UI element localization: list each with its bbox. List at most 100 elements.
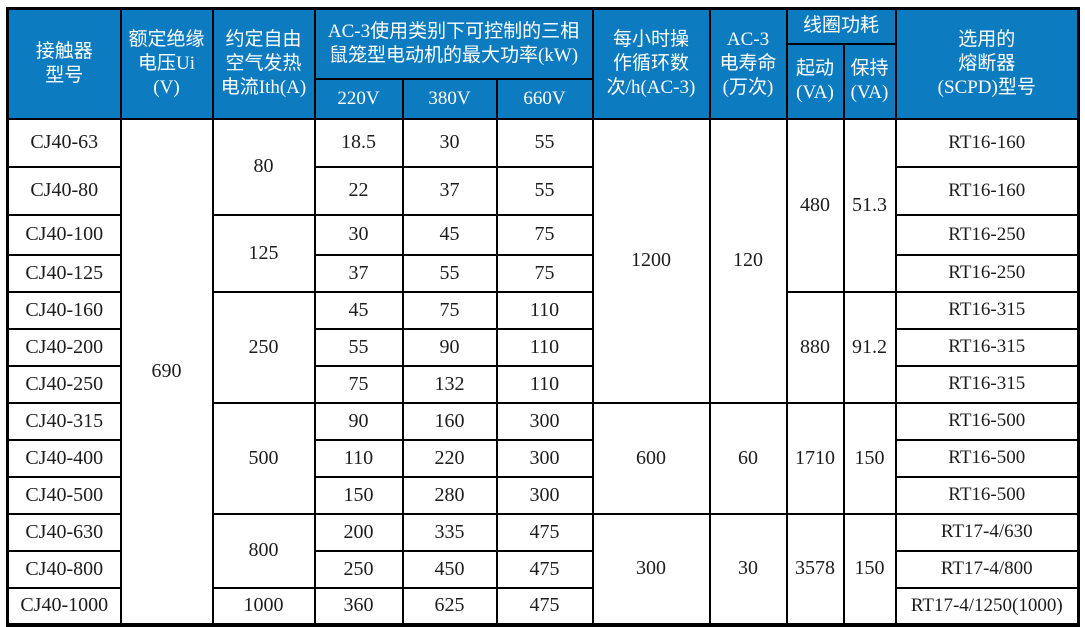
model-cell: CJ40-400: [6, 438, 122, 478]
power-380-cell: 90: [401, 327, 498, 367]
fuse-cell: RT16-500: [894, 401, 1080, 441]
power-380-cell: 75: [401, 290, 498, 330]
header-380v: 380V: [401, 77, 498, 120]
fuse-cell: RT16-315: [894, 327, 1080, 367]
header-voltage: 额定绝缘 电压Ui (V): [119, 7, 214, 120]
header-coil-group: 线圈功耗: [785, 7, 897, 45]
fuse-cell: RT16-160: [894, 165, 1080, 216]
power-220-cell: 22: [313, 165, 404, 216]
coil-start-cell: 1710: [785, 401, 845, 515]
power-220-cell: 37: [313, 253, 404, 293]
power-220-cell: 200: [313, 512, 404, 552]
header-life: AC-3 电寿命 (万次): [708, 7, 788, 120]
life-cell: 30: [708, 512, 788, 626]
fuse-cell: RT16-250: [894, 253, 1080, 293]
power-220-cell: 55: [313, 327, 404, 367]
power-380-cell: 55: [401, 253, 498, 293]
power-380-cell: 280: [401, 475, 498, 515]
header-row-1: 接触器 型号 额定绝缘 电压Ui (V) 约定自由 空气发热 电流Ith(A) …: [6, 7, 1080, 120]
power-220-cell: 150: [313, 475, 404, 515]
table-row: CJ40-200 55 90 110 RT16-315: [6, 327, 1080, 367]
power-380-cell: 220: [401, 438, 498, 478]
table-row: CJ40-160 250 45 75 110 880 91.2 RT16-315: [6, 290, 1080, 404]
power-660-cell: 110: [495, 327, 594, 367]
header-coil-hold: 保持 (VA): [842, 42, 897, 120]
fuse-cell: RT16-500: [894, 438, 1080, 478]
power-660-cell: 75: [495, 253, 594, 293]
fuse-cell: RT16-160: [894, 117, 1080, 168]
model-cell: CJ40-80: [6, 165, 122, 216]
coil-hold-cell: 150: [842, 401, 897, 515]
fuse-cell: RT17-4/1250(1000): [894, 586, 1080, 626]
coil-start-cell: 480: [785, 117, 845, 293]
power-220-cell: 30: [313, 213, 404, 256]
life-cell: 60: [708, 401, 788, 515]
table-row: CJ40-800 250 450 475 RT17-4/800: [6, 549, 1080, 589]
model-cell: CJ40-315: [6, 401, 122, 441]
header-fuse: 选用的 熔断器 (SCPD)型号: [894, 7, 1080, 120]
header-coil-start: 起动 (VA): [785, 42, 845, 120]
model-cell: CJ40-500: [6, 475, 122, 515]
power-660-cell: 55: [495, 117, 594, 168]
table-row: CJ40-80 22 37 55 RT16-160: [6, 165, 1080, 216]
power-660-cell: 475: [495, 586, 594, 626]
ith-cell: 1000: [211, 586, 316, 626]
table-row: CJ40-400 110 220 300 RT16-500: [6, 438, 1080, 478]
fuse-cell: RT16-250: [894, 213, 1080, 256]
power-660-cell: 110: [495, 290, 594, 330]
power-220-cell: 45: [313, 290, 404, 330]
fuse-cell: RT17-4/800: [894, 549, 1080, 589]
coil-start-cell: 880: [785, 290, 845, 404]
contactor-spec-table: 接触器 型号 额定绝缘 电压Ui (V) 约定自由 空气发热 电流Ith(A) …: [6, 7, 1081, 627]
power-660-cell: 110: [495, 364, 594, 404]
ith-cell: 500: [211, 401, 316, 515]
table-row: CJ40-250 75 132 110 RT16-315: [6, 364, 1080, 404]
life-cell: 120: [708, 117, 788, 404]
power-220-cell: 75: [313, 364, 404, 404]
ith-cell: 800: [211, 512, 316, 589]
power-660-cell: 475: [495, 549, 594, 589]
power-380-cell: 160: [401, 401, 498, 441]
ith-cell: 125: [211, 213, 316, 293]
power-660-cell: 75: [495, 213, 594, 256]
model-cell: CJ40-800: [6, 549, 122, 589]
power-660-cell: 300: [495, 475, 594, 515]
header-220v: 220V: [313, 77, 404, 120]
model-cell: CJ40-63: [6, 117, 122, 168]
model-cell: CJ40-1000: [6, 586, 122, 626]
power-660-cell: 475: [495, 512, 594, 552]
power-220-cell: 360: [313, 586, 404, 626]
ith-cell: 80: [211, 117, 316, 216]
power-380-cell: 30: [401, 117, 498, 168]
power-660-cell: 55: [495, 165, 594, 216]
power-220-cell: 250: [313, 549, 404, 589]
table-body: CJ40-63 690 80 18.5 30 55 1200 120 480 51.3 RT16-1…: [6, 117, 1080, 626]
table-row: CJ40-315 500 90 160 300 600 60 1710 150 RT16-500: [6, 401, 1080, 515]
fuse-cell: RT17-4/630: [894, 512, 1080, 552]
model-cell: CJ40-200: [6, 327, 122, 367]
power-380-cell: 335: [401, 512, 498, 552]
header-ith: 约定自由 空气发热 电流Ith(A): [211, 7, 316, 120]
table-row: CJ40-1000 1000 360 625 475 RT17-4/1250(1000): [6, 586, 1080, 626]
ops-cell: 300: [591, 512, 711, 626]
table-row: CJ40-630 800 200 335 475 300 30 3578 150 RT17-4/6…: [6, 512, 1080, 626]
header-power-group: AC-3使用类别下可控制的三相 鼠笼型电动机的最大功率(kW): [313, 7, 594, 80]
table-row: CJ40-125 37 55 75 RT16-250: [6, 253, 1080, 293]
model-cell: CJ40-125: [6, 253, 122, 293]
model-cell: CJ40-250: [6, 364, 122, 404]
model-cell: CJ40-630: [6, 512, 122, 552]
table-header: 接触器 型号 额定绝缘 电压Ui (V) 约定自由 空气发热 电流Ith(A) …: [6, 7, 1080, 120]
power-660-cell: 300: [495, 438, 594, 478]
header-row-3: 220V 380V 660V: [8, 77, 1079, 120]
ops-cell: 600: [591, 401, 711, 515]
ith-cell: 250: [211, 290, 316, 404]
fuse-cell: RT16-315: [894, 364, 1080, 404]
table-row: CJ40-63 690 80 18.5 30 55 1200 120 480 51.3 RT16-1…: [6, 117, 1080, 626]
header-ops: 每小时操 作循环数 次/h(AC-3): [591, 7, 711, 120]
fuse-cell: RT16-315: [894, 290, 1080, 330]
power-380-cell: 450: [401, 549, 498, 589]
power-380-cell: 625: [401, 586, 498, 626]
table-row: CJ40-500 150 280 300 RT16-500: [6, 475, 1080, 515]
power-380-cell: 45: [401, 213, 498, 256]
coil-hold-cell: 150: [842, 512, 897, 626]
